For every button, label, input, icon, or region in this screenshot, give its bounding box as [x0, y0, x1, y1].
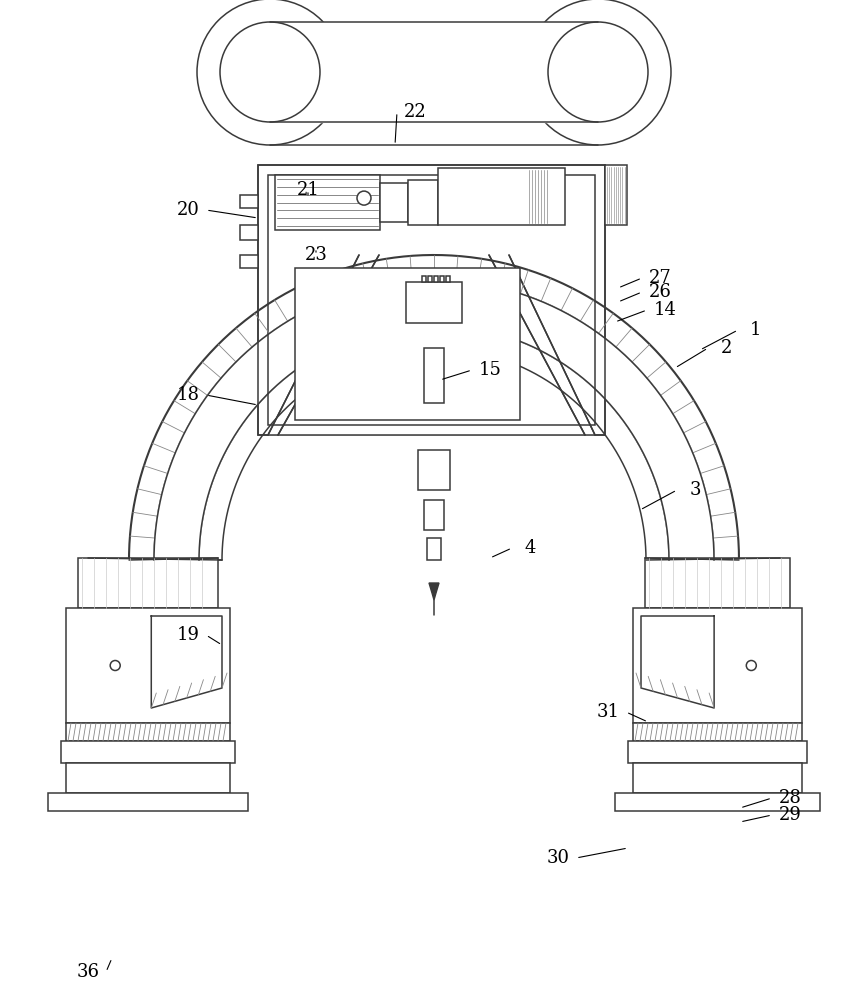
Bar — [424, 500, 444, 530]
Bar — [422, 276, 426, 282]
Text: 22: 22 — [404, 103, 426, 121]
Text: 3: 3 — [689, 481, 700, 499]
Text: 30: 30 — [547, 849, 569, 867]
Bar — [380, 183, 408, 222]
Circle shape — [525, 0, 671, 145]
Text: 4: 4 — [524, 539, 536, 557]
Bar — [258, 165, 605, 435]
Bar — [48, 793, 248, 811]
Text: 28: 28 — [779, 789, 801, 807]
Bar — [633, 763, 802, 793]
Circle shape — [548, 22, 648, 122]
Circle shape — [220, 22, 320, 122]
Text: 31: 31 — [596, 703, 620, 721]
Bar — [66, 723, 230, 741]
Bar — [438, 168, 565, 225]
Text: 21: 21 — [297, 181, 319, 199]
Polygon shape — [270, 22, 598, 122]
Bar — [418, 450, 450, 490]
Text: 20: 20 — [176, 201, 200, 219]
Bar — [406, 282, 462, 323]
Bar — [633, 723, 802, 741]
Bar — [240, 255, 258, 268]
Bar — [66, 763, 230, 793]
Circle shape — [746, 660, 756, 670]
Bar — [240, 225, 258, 240]
Polygon shape — [641, 616, 714, 708]
Bar — [434, 276, 438, 282]
Circle shape — [357, 191, 371, 205]
Bar — [440, 276, 444, 282]
Text: 1: 1 — [750, 321, 762, 339]
Text: 15: 15 — [478, 361, 502, 379]
Bar — [275, 175, 380, 230]
Bar — [258, 165, 605, 435]
Bar — [268, 175, 595, 425]
Bar — [240, 195, 258, 208]
Bar — [615, 793, 820, 811]
Text: 27: 27 — [648, 269, 671, 287]
Polygon shape — [270, 0, 598, 145]
Text: 29: 29 — [779, 806, 801, 824]
Text: 23: 23 — [305, 246, 327, 264]
Bar — [427, 538, 441, 560]
Bar — [628, 741, 807, 763]
Polygon shape — [429, 583, 439, 600]
Polygon shape — [268, 255, 595, 435]
Text: 26: 26 — [648, 283, 672, 301]
Text: 19: 19 — [176, 626, 200, 644]
Bar — [446, 276, 450, 282]
Bar — [645, 558, 790, 608]
Bar — [424, 348, 444, 403]
Bar — [66, 608, 230, 723]
Text: 18: 18 — [176, 386, 200, 404]
Polygon shape — [222, 348, 646, 560]
Bar — [408, 180, 438, 225]
Bar — [428, 276, 432, 282]
Bar — [61, 741, 235, 763]
Bar — [633, 608, 802, 723]
Circle shape — [110, 660, 120, 670]
Bar — [78, 558, 218, 608]
Text: 36: 36 — [76, 963, 100, 981]
Bar — [295, 268, 520, 420]
Polygon shape — [199, 325, 669, 560]
Polygon shape — [154, 280, 714, 560]
Polygon shape — [151, 616, 222, 708]
Text: 2: 2 — [720, 339, 732, 357]
Text: 14: 14 — [654, 301, 676, 319]
Circle shape — [197, 0, 343, 145]
Bar — [605, 165, 627, 225]
